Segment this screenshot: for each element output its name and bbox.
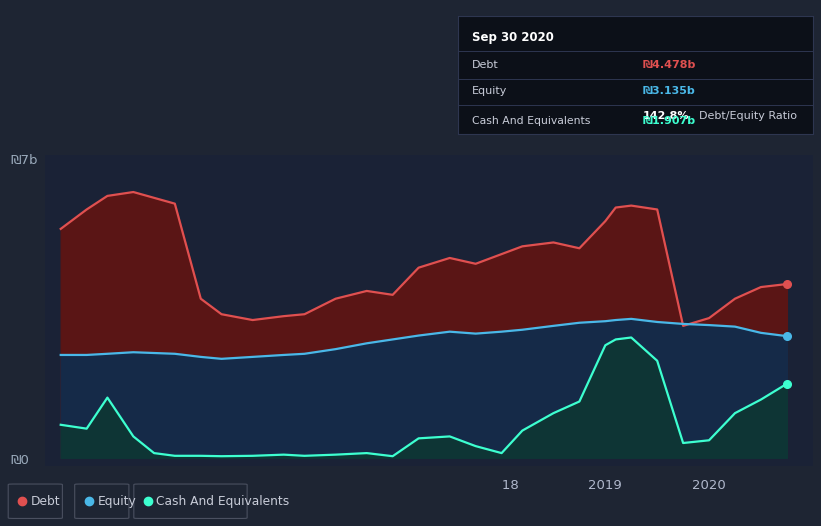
Text: Debt: Debt — [472, 60, 499, 70]
Text: Cash And Equivalents: Cash And Equivalents — [472, 116, 590, 126]
Text: ₪1.907b: ₪1.907b — [643, 116, 695, 126]
Text: Equity: Equity — [472, 86, 507, 96]
Text: Equity: Equity — [98, 494, 136, 508]
Text: Sep 30 2020: Sep 30 2020 — [472, 31, 554, 44]
Text: Debt/Equity Ratio: Debt/Equity Ratio — [699, 111, 797, 121]
Text: ₪4.478b: ₪4.478b — [643, 60, 696, 70]
Text: ₪7b: ₪7b — [11, 154, 38, 167]
Text: ₪3.135b: ₪3.135b — [643, 86, 695, 96]
Text: ₪0: ₪0 — [11, 454, 30, 467]
Text: Cash And Equivalents: Cash And Equivalents — [157, 494, 290, 508]
Text: 142.8%: 142.8% — [643, 111, 689, 121]
Text: Debt: Debt — [31, 494, 61, 508]
